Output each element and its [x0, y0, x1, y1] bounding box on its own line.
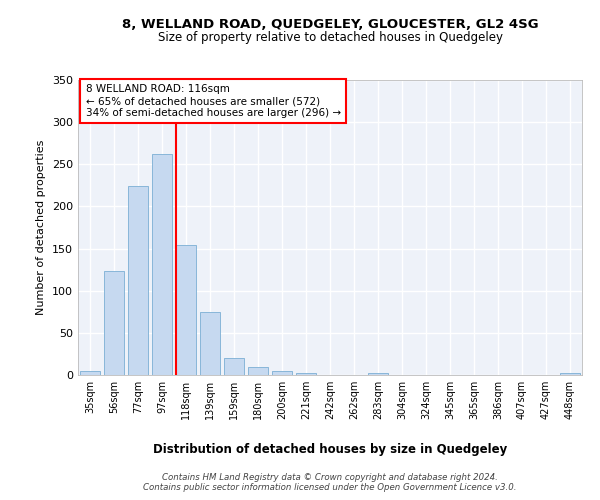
- Text: Contains HM Land Registry data © Crown copyright and database right 2024.: Contains HM Land Registry data © Crown c…: [162, 472, 498, 482]
- Y-axis label: Number of detached properties: Number of detached properties: [37, 140, 46, 315]
- Bar: [80, 371, 100, 375]
- Text: 8, WELLAND ROAD, QUEDGELEY, GLOUCESTER, GL2 4SG: 8, WELLAND ROAD, QUEDGELEY, GLOUCESTER, …: [122, 18, 538, 30]
- Bar: [224, 358, 244, 375]
- Bar: [176, 245, 196, 375]
- Text: Contains public sector information licensed under the Open Government Licence v3: Contains public sector information licen…: [143, 484, 517, 492]
- Bar: [368, 374, 388, 375]
- Text: Size of property relative to detached houses in Quedgeley: Size of property relative to detached ho…: [157, 31, 503, 44]
- Text: Distribution of detached houses by size in Quedgeley: Distribution of detached houses by size …: [153, 442, 507, 456]
- Bar: [296, 374, 316, 375]
- Bar: [200, 312, 220, 375]
- Bar: [128, 186, 148, 375]
- Text: 8 WELLAND ROAD: 116sqm
← 65% of detached houses are smaller (572)
34% of semi-de: 8 WELLAND ROAD: 116sqm ← 65% of detached…: [86, 84, 341, 117]
- Bar: [152, 154, 172, 375]
- Bar: [104, 272, 124, 375]
- Bar: [248, 366, 268, 375]
- Bar: [560, 374, 580, 375]
- Bar: [272, 371, 292, 375]
